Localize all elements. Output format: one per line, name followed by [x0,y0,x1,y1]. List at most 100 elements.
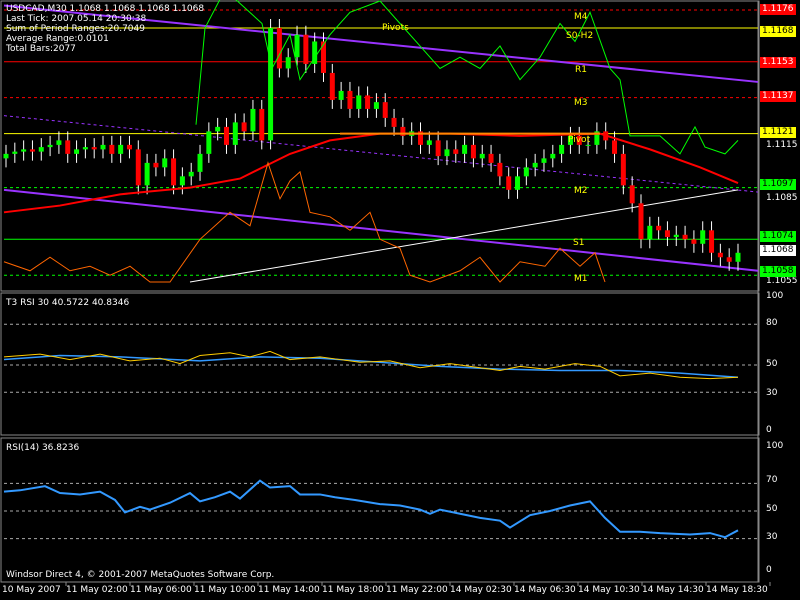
candle-body [259,108,265,141]
red-ma-line [3,132,739,214]
candle-body [268,27,274,141]
time-tick: 11 May 10:00 [194,585,256,595]
price-box-1068: 1.1068 [760,245,796,256]
candle-body [126,144,132,150]
candle-body [312,41,318,64]
t3-rsi-title: T3 RSI 30 40.5722 40.8346 [6,298,130,308]
s1-label: S1 [573,238,585,248]
candle-body [717,252,723,258]
time-tick: 14 May 14:30 [642,585,704,595]
candle-body [664,230,670,238]
time-tick: 11 May 02:00 [66,585,128,595]
candle-body [726,257,732,262]
candle-body [620,153,626,186]
time-tick: 11 May 06:00 [130,585,192,595]
candle-body [532,162,538,168]
candle-body [426,140,432,145]
t3-rsi-line [3,350,739,380]
candle-body [497,162,503,177]
green-indicator-line [195,0,739,155]
candle-body [38,147,44,152]
candle-body [470,144,476,159]
candle-body [276,27,282,69]
candle-body [215,126,221,132]
price-box-1097: 1.1097 [760,179,796,190]
candle-body [347,90,353,109]
candle-body [356,95,362,109]
candle-body [179,176,185,186]
time-tick: 11 May 22:00 [386,585,448,595]
price-box-1137: 1.1137 [760,91,796,102]
candle-body [329,72,335,100]
candle-body [241,122,247,132]
rsi-title: RSI(14) 36.8236 [6,443,80,453]
t3-tick: 50 [766,359,778,369]
price-box-1058: 1.1058 [760,266,796,277]
candle-body [373,102,379,109]
candle-body [47,144,53,148]
candle-body [479,153,485,159]
candle-body [3,153,9,159]
candle-body [144,162,150,186]
t3-tick: 0 [766,425,772,435]
white-ma-line [189,189,739,283]
m2-label: M2 [574,186,588,196]
candle-body [12,151,18,154]
candle-body [709,230,715,253]
t3-tick: 100 [766,291,784,301]
m3-label: M3 [574,98,588,108]
candle-body [171,158,177,186]
candle-body [206,131,212,154]
rsi-tick: 0 [766,565,772,575]
candle-body [118,144,124,154]
candle-body [418,131,424,145]
candle-body [153,162,159,168]
time-tick: 14 May 10:30 [578,585,640,595]
candle-body [294,34,300,58]
time-tick: 11 May 18:00 [322,585,384,595]
candle-body [135,149,141,186]
candle-body [656,225,662,231]
rsi-tick: 50 [766,504,778,514]
candle-body [585,144,591,146]
candle-body [74,149,80,154]
candle-body [250,108,256,132]
candle-body [188,171,194,177]
time-tick: 10 May 2007 [2,585,61,595]
last-tick: Last Tick: 2007.05.14 20:30:38 [6,14,147,24]
candle-body [338,90,344,100]
total-bars: Total Bars:2077 [6,44,76,54]
candle-body [576,135,582,145]
candle-body [29,149,35,152]
candle-body [285,57,291,69]
candle-body [400,126,406,136]
price-tick: 1.1055 [766,276,798,286]
price-box-1168: 1.1168 [760,26,796,37]
time-tick: 14 May 06:30 [514,585,576,595]
candle-body [700,230,706,244]
time-tick: 11 May 14:00 [258,585,320,595]
candle-body [488,153,494,163]
candle-body [21,149,27,152]
candle-body [638,203,644,240]
candle-body [109,144,115,154]
price-box-1121: 1.1121 [760,127,796,138]
candle-body [612,140,618,154]
channel-lower [3,188,759,272]
m1-label: M1 [574,274,588,284]
rsi-line [3,479,739,539]
candle-body [691,239,697,244]
channel-middle [3,115,759,193]
price-tick: 1.1115 [766,140,798,150]
pivots-label: Pivots [382,23,409,33]
price-box-1176: 1.1176 [760,4,796,15]
candle-body [444,149,450,157]
r1-label: R1 [575,65,587,75]
candle-body [735,252,741,262]
channel-upper [3,4,759,83]
candle-body [382,102,388,118]
candle-body [56,140,62,145]
s0-h2-label: S0-H2 [566,31,594,41]
candle-body [91,147,97,150]
